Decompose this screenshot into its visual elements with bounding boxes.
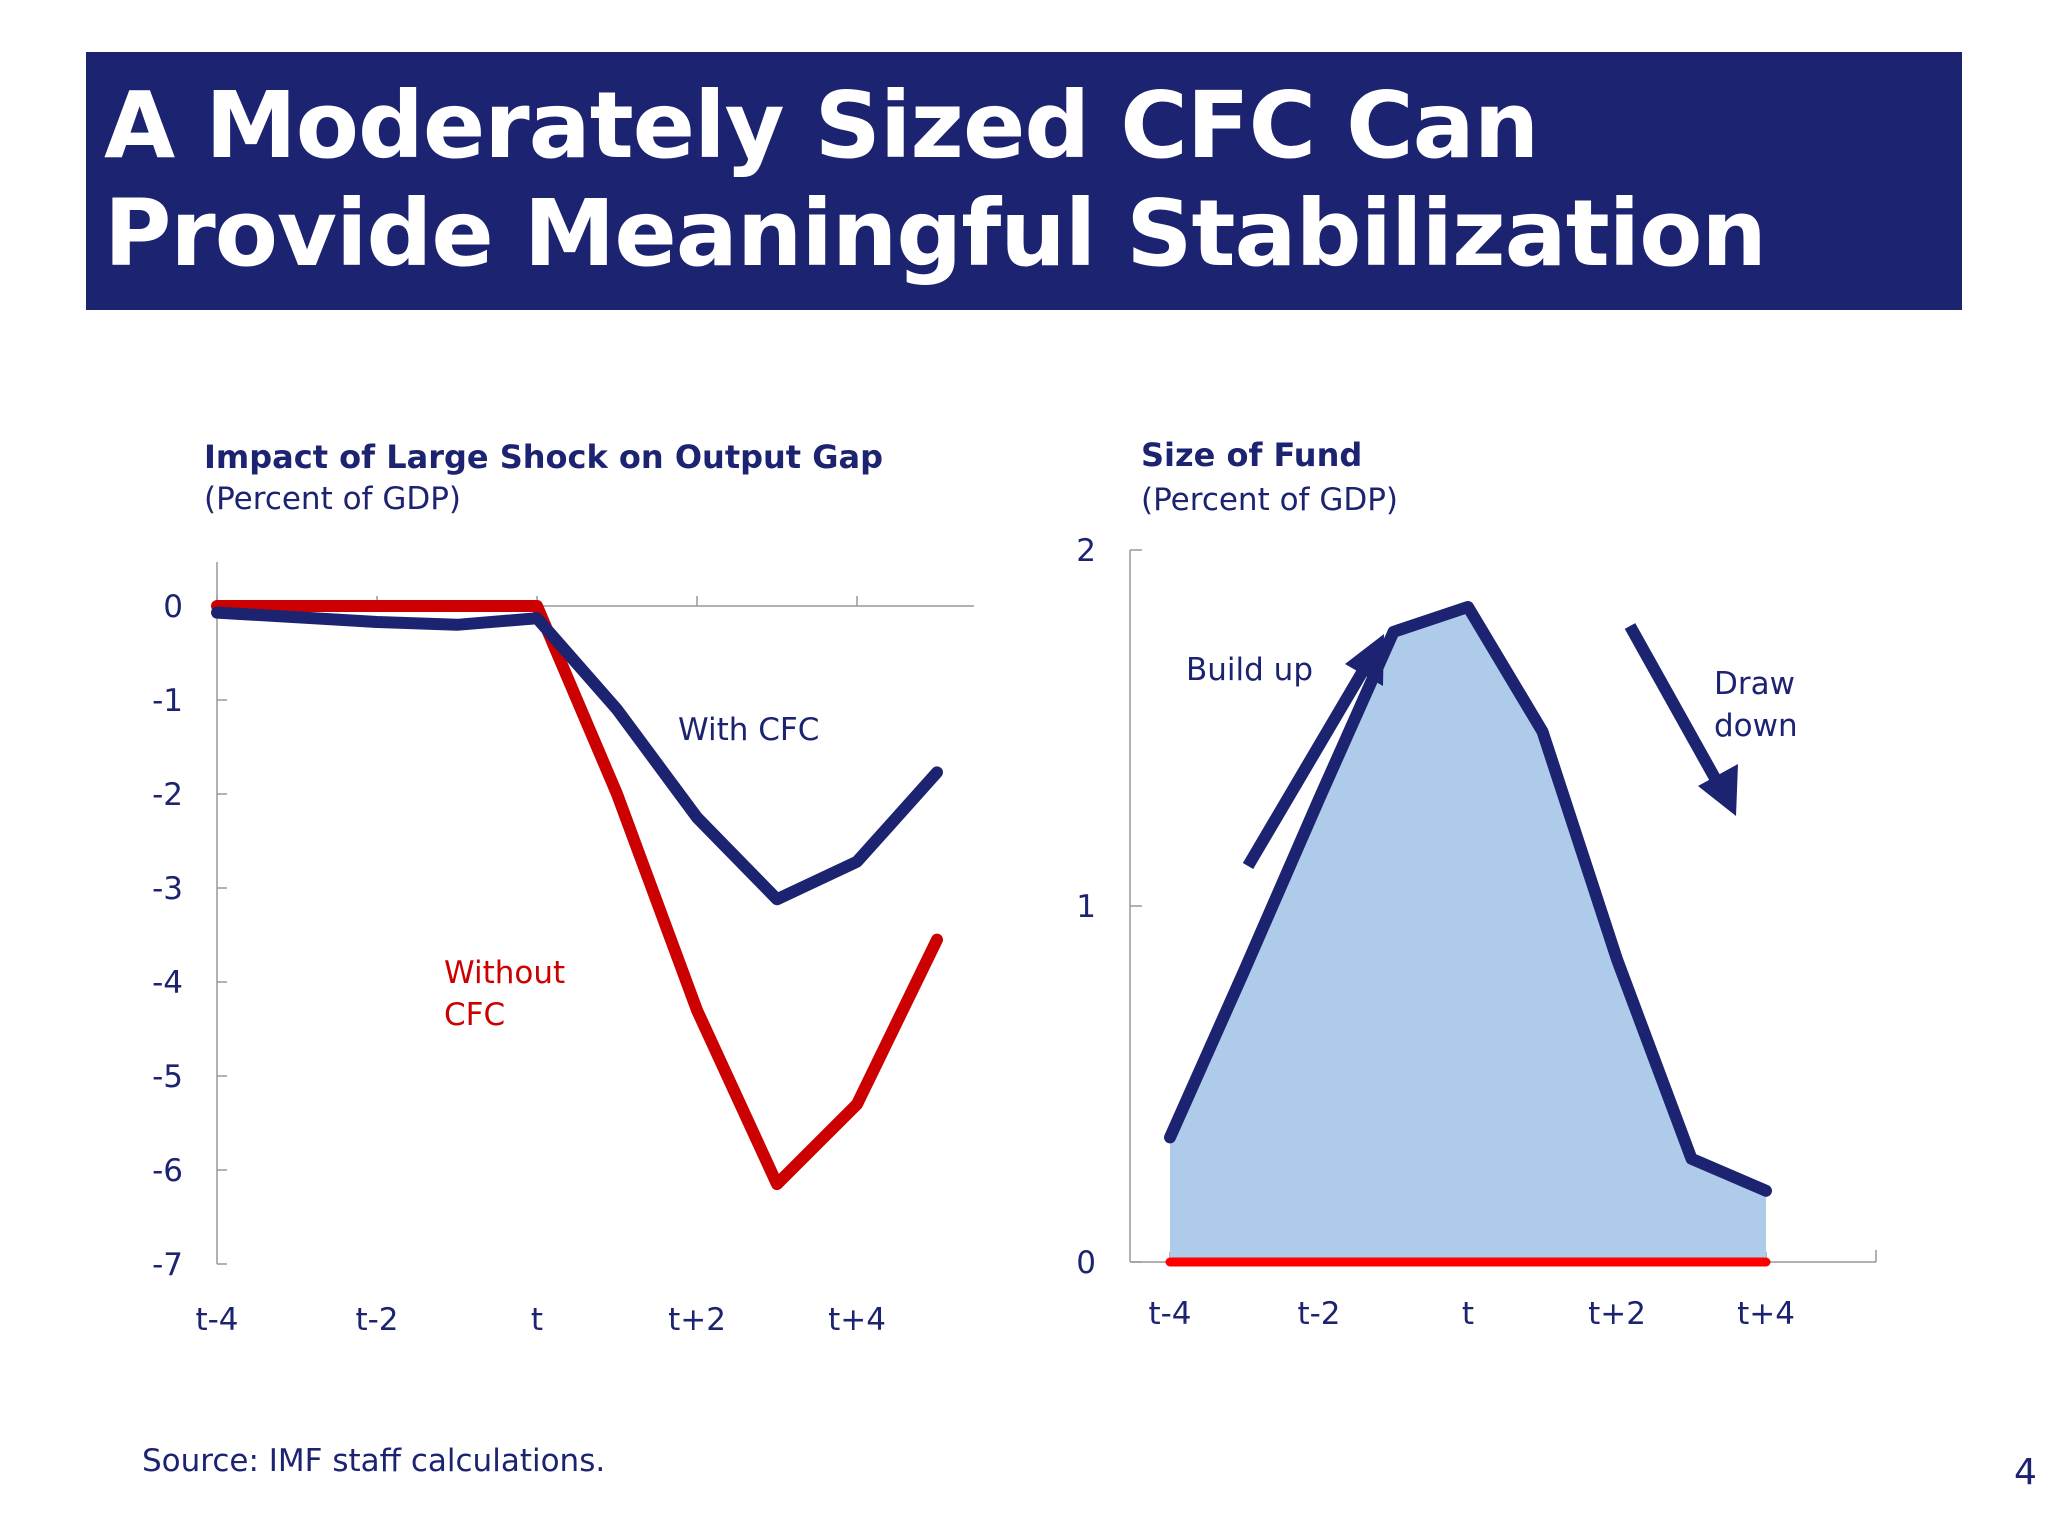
y-tick-label: -4 <box>152 965 183 1001</box>
left-chart-subtitle: (Percent of GDP) <box>204 481 462 517</box>
x-tick-label: t-2 <box>1297 1296 1340 1332</box>
title-bar: A Moderately Sized CFC Can Provide Meani… <box>86 52 1962 310</box>
x-tick-label: t-2 <box>355 1302 398 1338</box>
y-tick-label: 0 <box>163 589 183 625</box>
output-gap-chart: 0 -1 -2 -3 -4 -5 -6 -7 t-4 t-2 t t+2 t+4 <box>152 562 974 1338</box>
slide-title: A Moderately Sized CFC Can Provide Meani… <box>104 72 1767 287</box>
y-tick-label: -2 <box>152 777 183 813</box>
y-tick-label: 0 <box>1076 1245 1096 1281</box>
right-chart-title: Size of Fund <box>1141 436 1363 474</box>
annotation-build-up: Build up <box>1186 652 1313 688</box>
y-tick-label: -7 <box>152 1247 183 1283</box>
x-tick-label: t+2 <box>1588 1296 1646 1332</box>
y-tick-label: 2 <box>1076 533 1096 569</box>
y-tick-label: 1 <box>1076 889 1096 925</box>
series-label-without-cfc-line2: CFC <box>444 997 505 1033</box>
y-tick-label: -5 <box>152 1059 183 1095</box>
left-chart-title: Impact of Large Shock on Output Gap <box>204 438 883 476</box>
page-number: 4 <box>2014 1452 2037 1493</box>
fund-area <box>1170 606 1766 1262</box>
x-tick-label: t+4 <box>828 1302 886 1338</box>
series-line-with-cfc <box>211 606 943 906</box>
x-tick-label: t-4 <box>1148 1296 1191 1332</box>
x-tick-label: t+4 <box>1737 1296 1795 1332</box>
y-tick-label: -6 <box>152 1153 183 1189</box>
x-tick-label: t-4 <box>195 1302 238 1338</box>
source-note: Source: IMF staff calculations. <box>142 1443 606 1479</box>
x-tick-label: t <box>1462 1296 1474 1332</box>
draw-down-arrow-icon <box>1624 623 1738 816</box>
series-label-with-cfc: With CFC <box>678 712 819 748</box>
series-line-without-cfc <box>211 600 943 1191</box>
right-chart-subtitle: (Percent of GDP) <box>1141 482 1399 518</box>
build-up-arrow-icon <box>1242 634 1384 870</box>
annotation-draw-down-line2: down <box>1714 708 1798 744</box>
y-tick-label: -1 <box>152 683 183 719</box>
x-tick-label: t+2 <box>668 1302 726 1338</box>
fund-line <box>1164 600 1772 1197</box>
annotation-draw-down-line1: Draw <box>1714 666 1795 702</box>
x-tick-label: t <box>531 1302 543 1338</box>
fund-size-chart: 0 1 2 t-4 t-2 t t+2 t+4 <box>1076 533 1877 1332</box>
series-label-without-cfc-line1: Without <box>444 955 565 991</box>
y-tick-label: -3 <box>152 871 183 907</box>
